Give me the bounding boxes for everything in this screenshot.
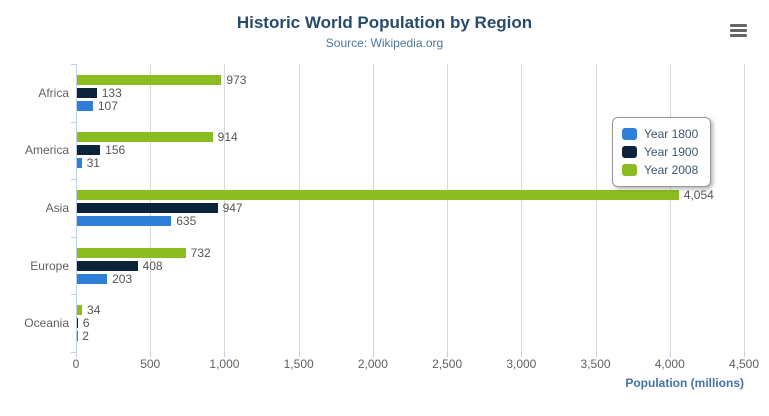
export-menu-button[interactable] xyxy=(730,24,747,37)
axis-tick xyxy=(595,352,597,357)
bar-year-2008[interactable] xyxy=(77,132,213,143)
legend-label: Year 2008 xyxy=(644,163,699,177)
data-label: 133 xyxy=(101,85,122,100)
axis-tick xyxy=(71,121,76,123)
value-axis-tick-label: 4,500 xyxy=(728,357,760,371)
value-axis-tick-label: 500 xyxy=(140,357,161,371)
value-axis-tick-label: 3,000 xyxy=(506,357,537,371)
axis-tick xyxy=(372,352,374,357)
hamburger-menu-icon xyxy=(730,29,747,32)
bar-year-1900[interactable] xyxy=(77,87,97,98)
bar-year-1900[interactable] xyxy=(77,145,101,156)
legend-swatch-icon xyxy=(622,146,637,158)
axis-tick xyxy=(76,352,77,357)
value-axis-title: Population (millions) xyxy=(625,376,744,390)
data-label: 914 xyxy=(217,130,238,145)
axis-tick xyxy=(71,352,76,353)
category-axis-label: America xyxy=(24,143,69,158)
value-axis-tick-label: 2,500 xyxy=(432,357,463,371)
value-axis-tick-label: 1,500 xyxy=(283,357,314,371)
category-axis-label: Europe xyxy=(30,258,69,273)
data-label: 2 xyxy=(82,329,89,344)
axis-tick xyxy=(744,352,745,357)
value-axis-tick-label: 3,500 xyxy=(580,357,611,371)
data-label: 156 xyxy=(105,143,126,158)
axis-tick xyxy=(224,352,226,357)
bar-year-1900[interactable] xyxy=(77,318,78,329)
data-label: 4,054 xyxy=(683,188,714,202)
gridline xyxy=(224,64,226,352)
axis-tick xyxy=(71,236,76,238)
data-label: 947 xyxy=(222,201,243,215)
bar-year-2008[interactable] xyxy=(77,190,679,200)
axis-tick xyxy=(447,352,449,357)
bar-year-2008[interactable] xyxy=(77,305,83,316)
data-label: 6 xyxy=(82,316,90,331)
hamburger-menu-icon xyxy=(730,34,747,37)
category-axis-line xyxy=(76,64,77,353)
gridline xyxy=(372,64,374,352)
axis-tick xyxy=(71,294,76,296)
bar-year-1800[interactable] xyxy=(77,331,78,342)
axis-tick xyxy=(298,352,300,357)
legend-item-year-2008[interactable]: Year 2008 xyxy=(622,161,698,179)
data-label: 34 xyxy=(87,303,101,318)
legend-swatch-icon xyxy=(622,128,637,140)
data-label: 973 xyxy=(226,72,247,87)
value-axis-tick-label: 2,000 xyxy=(357,357,388,371)
data-label: 408 xyxy=(142,258,163,273)
legend: Year 1800 Year 1900 Year 2008 xyxy=(612,117,712,187)
axis-tick xyxy=(150,352,152,357)
bar-year-2008[interactable] xyxy=(77,247,186,258)
gridline xyxy=(521,64,523,352)
value-axis-tick-label: 1,000 xyxy=(209,357,240,371)
category-axis-label: Oceania xyxy=(24,316,69,331)
gridline xyxy=(744,64,745,352)
hamburger-menu-icon xyxy=(730,24,747,27)
data-label: 732 xyxy=(190,245,211,260)
bar-year-1800[interactable] xyxy=(77,100,93,111)
gridline xyxy=(447,64,449,352)
axis-tick xyxy=(521,352,523,357)
value-axis-tick-label: 0 xyxy=(72,357,80,371)
gridline xyxy=(595,64,597,352)
legend-item-year-1800[interactable]: Year 1800 xyxy=(622,125,698,143)
legend-label: Year 1800 xyxy=(644,127,699,141)
legend-label: Year 1900 xyxy=(644,145,699,159)
axis-tick xyxy=(71,64,76,65)
bar-year-1900[interactable] xyxy=(77,203,218,213)
data-label: 203 xyxy=(112,271,133,286)
gridline xyxy=(298,64,300,352)
axis-tick xyxy=(669,352,671,357)
axis-tick xyxy=(71,179,76,181)
bar-year-1900[interactable] xyxy=(77,260,138,271)
bar-year-2008[interactable] xyxy=(77,74,222,85)
chart-subtitle: Source: Wikipedia.org xyxy=(325,36,444,50)
legend-item-year-1900[interactable]: Year 1900 xyxy=(622,143,698,161)
legend-swatch-icon xyxy=(622,164,637,176)
data-label: 635 xyxy=(176,214,197,228)
bar-year-1800[interactable] xyxy=(77,158,82,169)
category-axis-label: Africa xyxy=(38,85,69,100)
bar-year-1800[interactable] xyxy=(77,216,172,226)
bar-year-1800[interactable] xyxy=(77,273,108,284)
value-axis-tick-label: 4,000 xyxy=(654,357,685,371)
data-label: 107 xyxy=(97,98,118,113)
gridline xyxy=(669,64,671,352)
chart-title: Historic World Population by Region xyxy=(236,13,533,32)
category-axis-label: Asia xyxy=(45,201,69,215)
data-label: 31 xyxy=(86,156,100,171)
